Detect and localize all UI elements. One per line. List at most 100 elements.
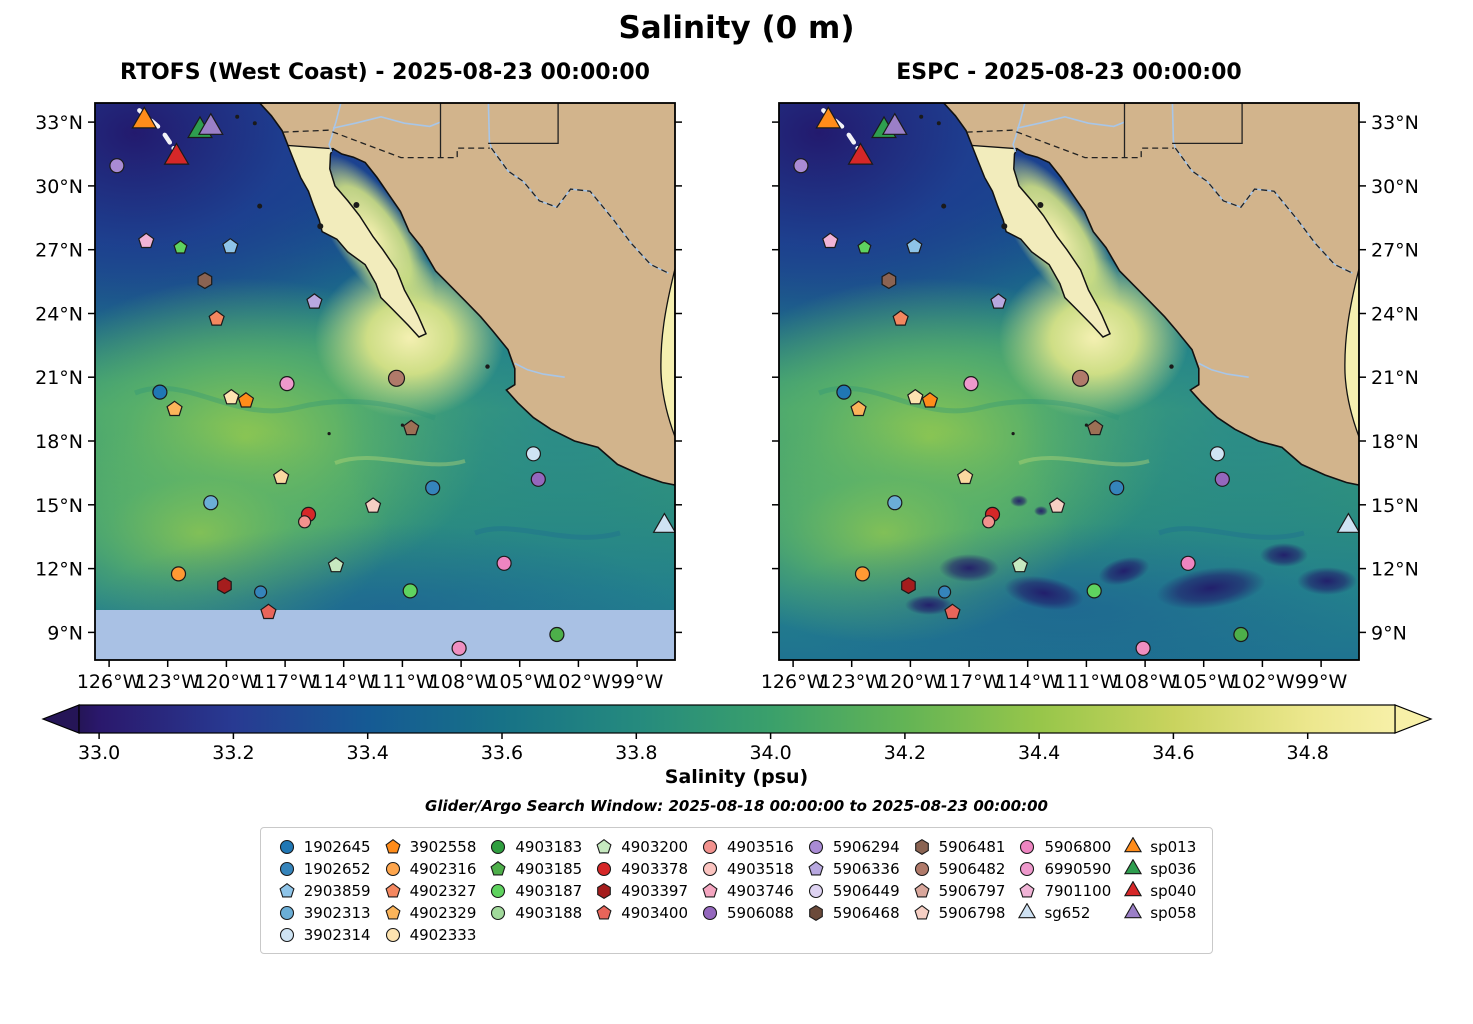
platform-marker [151, 384, 168, 400]
colorbar-tick-label: 34.0 [749, 742, 791, 764]
legend-item-label: 4902333 [409, 925, 477, 944]
platform-marker [387, 369, 405, 387]
lat-tick-label: 24°N [35, 304, 83, 326]
island [1000, 223, 1007, 230]
pentagon-marker-icon [808, 860, 824, 875]
island [234, 114, 239, 119]
lat-tick-label: 24°N [1371, 304, 1419, 326]
platform-marker [1086, 419, 1103, 436]
colorbar-under-arrow [40, 704, 80, 734]
legend-item: 7901100 [1017, 880, 1111, 901]
platform-marker [207, 310, 225, 326]
baja-peninsula [286, 144, 427, 338]
legend-item-label: 4903200 [621, 837, 689, 856]
island [256, 203, 262, 209]
legend-item-label: 4902316 [409, 859, 477, 878]
legend-item: 4903188 [488, 902, 582, 923]
river [332, 115, 441, 129]
platform-marker [253, 585, 267, 599]
platform-marker [272, 468, 289, 485]
river [1197, 362, 1249, 378]
hexagon-marker-icon [914, 838, 929, 855]
lon-tick-label: 99°W [610, 671, 663, 693]
colorbar-tick-label: 33.2 [212, 742, 254, 764]
lat-tick-label: 30°N [1371, 176, 1419, 198]
platform-marker [989, 293, 1007, 309]
legend-item-label: 4903187 [515, 881, 583, 900]
legend-column: 5906294 5906336 5906449 5906468 [806, 836, 900, 945]
us-mexico-border [966, 129, 1174, 159]
legend-item: 5906797 [912, 880, 1005, 901]
lat-tick-label: 33°N [1371, 112, 1419, 134]
circle-marker-icon [808, 883, 823, 898]
legend-item-label: 2903859 [303, 881, 371, 900]
platform-marker [278, 376, 295, 392]
legend-item: 4902333 [383, 924, 477, 945]
lon-tick-label: 102°W [546, 671, 611, 693]
platform-marker [1086, 583, 1102, 599]
gulf-of-mexico-sliver [659, 268, 675, 438]
legend-item: 2903859 [277, 880, 371, 901]
legend-item-label: 5906481 [938, 837, 1006, 856]
triangle-marker-icon [1124, 880, 1143, 896]
legend-item-label: 4903518 [727, 859, 794, 878]
platform-marker [1048, 497, 1065, 513]
legend-item-label: 3902313 [303, 903, 371, 922]
lon-tick-label: 111°W [1054, 671, 1119, 693]
island [252, 121, 257, 126]
platform-marker [202, 495, 218, 511]
lat-tick-label: 15°N [1371, 495, 1419, 517]
legend-item: 5906481 [912, 836, 1006, 857]
platform-marker [196, 272, 212, 290]
circle-marker-icon [385, 927, 400, 942]
platform-marker [1209, 446, 1225, 462]
pentagon-marker-icon [914, 882, 930, 897]
colorbar-gradient [77, 704, 1396, 734]
pentagon-marker-icon [596, 904, 612, 919]
panel-title: ESPC - 2025-08-23 00:00:00 [896, 60, 1241, 85]
legend-item: 3902314 [277, 924, 371, 945]
legend-section: 1902645 1902652 2903859 3902313 3902314 39025… [0, 827, 1473, 954]
circle-marker-icon [808, 839, 823, 854]
lon-tick-label: 117°W [936, 671, 1001, 693]
circle-marker-icon [914, 861, 929, 876]
legend-item-label: 5906482 [938, 859, 1006, 878]
platform-marker [108, 158, 124, 174]
colorbar-tick-label: 33.4 [346, 742, 388, 764]
platform-marker [424, 480, 440, 496]
legend-item-label: 3902314 [303, 925, 371, 944]
legend-item: 1902645 [277, 836, 371, 857]
island [918, 114, 923, 119]
lat-tick-label: 27°N [1371, 240, 1419, 262]
border-rio-grande [490, 147, 669, 274]
panel-title: RTOFS (West Coast) - 2025-08-23 00:00:00 [120, 60, 650, 85]
platform-marker [137, 232, 154, 249]
island [1036, 202, 1043, 208]
legend-item-label: 4902327 [409, 881, 477, 900]
pentagon-marker-icon [385, 904, 401, 919]
platform-marker [1135, 640, 1151, 656]
lon-tick-label: 108°W [428, 671, 493, 693]
legend-item: 4903185 [488, 858, 582, 879]
legend-item: 4903183 [488, 836, 582, 857]
island [484, 364, 490, 369]
legend-item: sp058 [1123, 902, 1196, 923]
colorbar-label: Salinity (psu) [664, 766, 809, 788]
lon-tick-label: 108°W [1112, 671, 1177, 693]
lon-tick-label: 114°W [995, 671, 1060, 693]
legend-item: 4903187 [488, 880, 582, 901]
platform-marker [530, 471, 546, 487]
map-frame [777, 102, 1360, 661]
platform-marker [905, 237, 923, 254]
legend-column: 3902558 4902316 4902327 4902329 4902333 [383, 836, 477, 945]
platform-marker [849, 400, 867, 417]
platform-marker [856, 240, 872, 254]
circle-marker-icon [279, 839, 294, 854]
island [327, 432, 331, 436]
legend-item-label: sg652 [1044, 903, 1091, 922]
circle-marker-icon [702, 861, 718, 876]
platform-marker [652, 512, 675, 533]
legend: 1902645 1902652 2903859 3902313 3902314 39025… [259, 827, 1214, 954]
legend-item: 5906800 [1017, 836, 1111, 857]
platform-marker [1336, 512, 1359, 533]
